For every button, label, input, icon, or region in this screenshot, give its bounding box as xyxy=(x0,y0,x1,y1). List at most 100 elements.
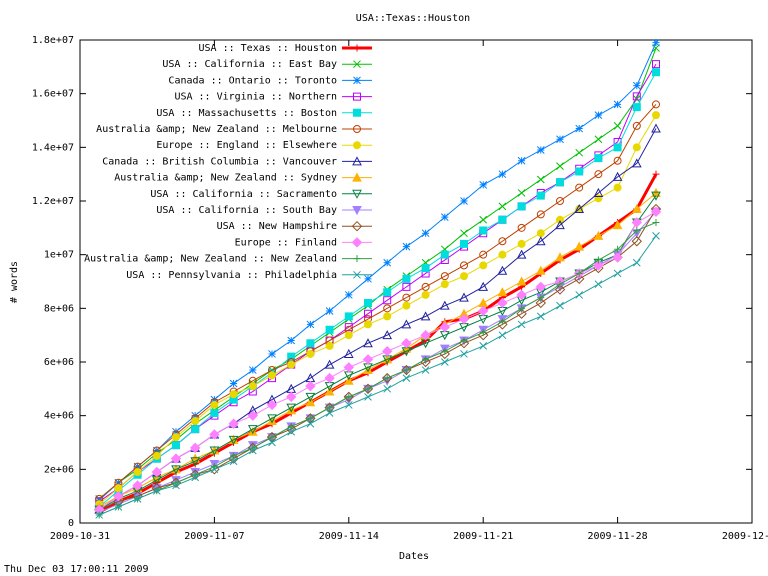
marker xyxy=(209,446,220,456)
marker xyxy=(421,282,430,291)
marker xyxy=(344,401,353,409)
marker xyxy=(420,329,431,341)
marker xyxy=(401,319,412,329)
marker xyxy=(286,403,297,413)
marker xyxy=(613,269,622,278)
marker xyxy=(593,260,604,271)
marker xyxy=(364,393,372,401)
footer: Thu Dec 03 17:00:11 2009 xyxy=(4,564,149,575)
marker xyxy=(95,511,104,519)
marker xyxy=(632,121,641,130)
marker xyxy=(575,148,584,157)
marker xyxy=(516,249,527,259)
series-line xyxy=(98,173,658,514)
marker xyxy=(441,347,449,355)
series-line xyxy=(98,128,657,510)
marker xyxy=(459,292,469,302)
marker xyxy=(228,418,239,429)
legend-label: USA :: Massachusetts :: Boston xyxy=(156,108,337,119)
marker xyxy=(362,354,374,365)
marker xyxy=(210,465,219,474)
marker xyxy=(535,297,547,309)
x-tick-label: 2009-11-07 xyxy=(184,531,244,542)
marker xyxy=(652,218,660,226)
marker xyxy=(353,92,361,101)
marker xyxy=(191,473,200,482)
marker xyxy=(517,320,526,329)
marker xyxy=(229,457,238,466)
marker xyxy=(554,284,566,295)
y-tick-label: 1.2e+07 xyxy=(32,196,74,207)
marker xyxy=(556,280,564,288)
marker xyxy=(344,312,353,321)
marker xyxy=(229,390,238,399)
marker xyxy=(479,226,488,235)
chart-title: USA::Texas::Houston xyxy=(356,13,470,24)
y-axis-label: # words xyxy=(9,261,20,303)
marker xyxy=(344,331,353,340)
marker xyxy=(325,409,334,417)
legend-label: Australia &amp; New Zealand :: Melbourne xyxy=(96,124,337,135)
y-tick-label: 1e+07 xyxy=(44,250,74,261)
marker xyxy=(343,375,354,385)
marker xyxy=(594,256,602,264)
marker xyxy=(402,282,411,291)
marker xyxy=(651,100,661,109)
marker xyxy=(190,457,201,467)
series-line xyxy=(99,235,657,516)
marker xyxy=(287,336,296,345)
marker xyxy=(421,229,430,238)
marker xyxy=(477,305,489,317)
legend-label: USA :: California :: East Bay xyxy=(162,59,337,70)
marker xyxy=(632,103,641,112)
x-tick-label: 2009-11-14 xyxy=(319,531,379,542)
marker xyxy=(516,276,527,286)
marker xyxy=(324,386,335,396)
marker xyxy=(171,465,181,475)
marker xyxy=(382,330,393,340)
marker xyxy=(632,81,641,90)
marker xyxy=(421,290,430,299)
marker xyxy=(189,442,201,454)
marker xyxy=(574,241,585,251)
marker xyxy=(535,281,547,293)
marker xyxy=(171,433,181,442)
marker xyxy=(613,183,622,192)
marker xyxy=(632,143,641,152)
marker xyxy=(650,206,662,217)
legend-label: Australia &amp; New Zealand :: Sydney xyxy=(114,173,337,184)
marker xyxy=(517,189,526,197)
marker xyxy=(439,300,450,310)
marker xyxy=(556,162,564,170)
marker xyxy=(652,232,660,240)
marker xyxy=(353,255,361,263)
marker xyxy=(613,143,622,152)
marker xyxy=(228,435,239,445)
marker xyxy=(652,60,660,69)
marker xyxy=(230,452,238,460)
marker xyxy=(594,170,603,179)
marker xyxy=(170,453,182,464)
marker xyxy=(614,245,622,253)
marker xyxy=(326,404,334,412)
marker xyxy=(363,338,373,348)
marker xyxy=(439,321,451,333)
marker xyxy=(352,189,362,199)
marker xyxy=(594,154,603,163)
marker xyxy=(306,414,314,422)
marker xyxy=(498,170,507,179)
marker xyxy=(479,181,488,189)
marker xyxy=(285,391,297,403)
marker xyxy=(633,227,641,235)
marker xyxy=(352,206,362,216)
marker xyxy=(613,156,622,165)
marker xyxy=(555,252,565,262)
marker xyxy=(344,291,353,299)
marker xyxy=(536,175,545,184)
marker xyxy=(383,384,392,393)
marker xyxy=(574,203,585,214)
marker xyxy=(535,265,546,275)
marker xyxy=(575,167,584,176)
x-tick-label: 2009-11-28 xyxy=(587,531,647,542)
marker xyxy=(306,349,315,358)
